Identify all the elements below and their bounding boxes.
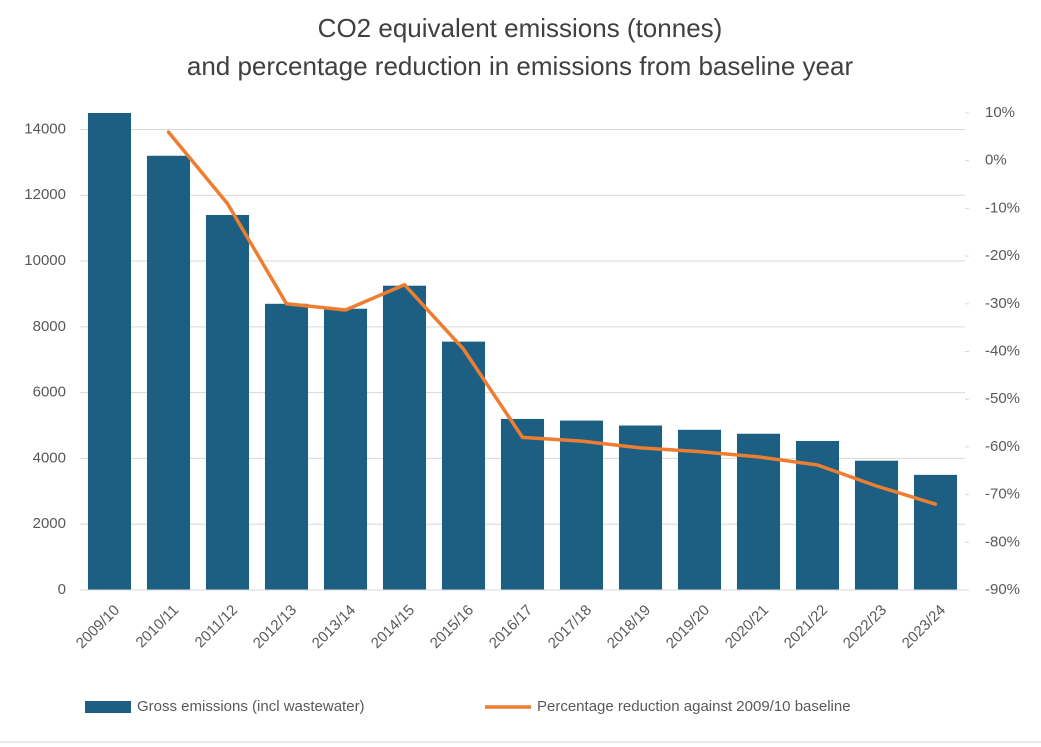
x-tick-label: 2009/10	[73, 602, 123, 652]
y-tick-label: 6000	[33, 384, 66, 401]
bar	[205, 214, 250, 590]
bar	[677, 429, 722, 590]
chart-title: and percentage reduction in emissions fr…	[187, 51, 854, 81]
bar	[87, 113, 132, 590]
x-tick-label: 2014/15	[368, 602, 418, 652]
y-tick-label: 12000	[24, 186, 66, 203]
y2-tick-label: -10%	[985, 199, 1020, 216]
y2-tick-label: 0%	[985, 152, 1007, 169]
x-tick-label: 2013/14	[309, 602, 359, 652]
y2-tick-label: -30%	[985, 295, 1020, 312]
y-tick-label: 4000	[33, 449, 66, 466]
x-tick-label: 2012/13	[250, 602, 300, 652]
x-tick-label: 2016/17	[486, 602, 536, 652]
x-tick-label: 2020/21	[722, 602, 772, 652]
bar	[913, 474, 958, 590]
y2-tick-label: -50%	[985, 390, 1020, 407]
legend-swatch	[85, 701, 131, 713]
y-tick-label: 8000	[33, 318, 66, 335]
bar	[323, 308, 368, 590]
chart-title: CO2 equivalent emissions (tonnes)	[318, 13, 723, 43]
y2-tick-label: -20%	[985, 247, 1020, 264]
x-tick-label: 2018/19	[604, 602, 654, 652]
y2-tick-label: -90%	[985, 581, 1020, 598]
bar	[441, 341, 486, 590]
bar	[618, 425, 663, 590]
x-tick-label: 2023/24	[899, 602, 949, 652]
x-tick-label: 2017/18	[545, 602, 595, 652]
bar	[382, 285, 427, 590]
legend-label: Gross emissions (incl wastewater)	[137, 698, 365, 715]
y-tick-label: 2000	[33, 515, 66, 532]
x-tick-label: 2015/16	[427, 602, 477, 652]
x-tick-label: 2011/12	[192, 602, 242, 652]
y2-tick-label: 10%	[985, 104, 1015, 121]
x-tick-label: 2010/11	[133, 602, 183, 652]
y2-tick-label: -80%	[985, 533, 1020, 550]
bar	[264, 303, 309, 590]
bar	[559, 420, 604, 590]
x-tick-label: 2021/22	[781, 602, 831, 652]
line	[166, 130, 938, 506]
y2-tick-label: -40%	[985, 342, 1020, 359]
legend-label: Percentage reduction against 2009/10 bas…	[537, 698, 851, 715]
y-tick-label: 14000	[24, 120, 66, 137]
y-tick-label: 10000	[24, 252, 66, 269]
y2-tick-label: -70%	[985, 486, 1020, 503]
bar	[500, 418, 545, 590]
y2-tick-label: -60%	[985, 438, 1020, 455]
x-tick-label: 2019/20	[663, 602, 713, 652]
bar	[146, 155, 191, 591]
x-tick-label: 2022/23	[840, 602, 890, 652]
y-tick-label: 0	[58, 581, 66, 598]
